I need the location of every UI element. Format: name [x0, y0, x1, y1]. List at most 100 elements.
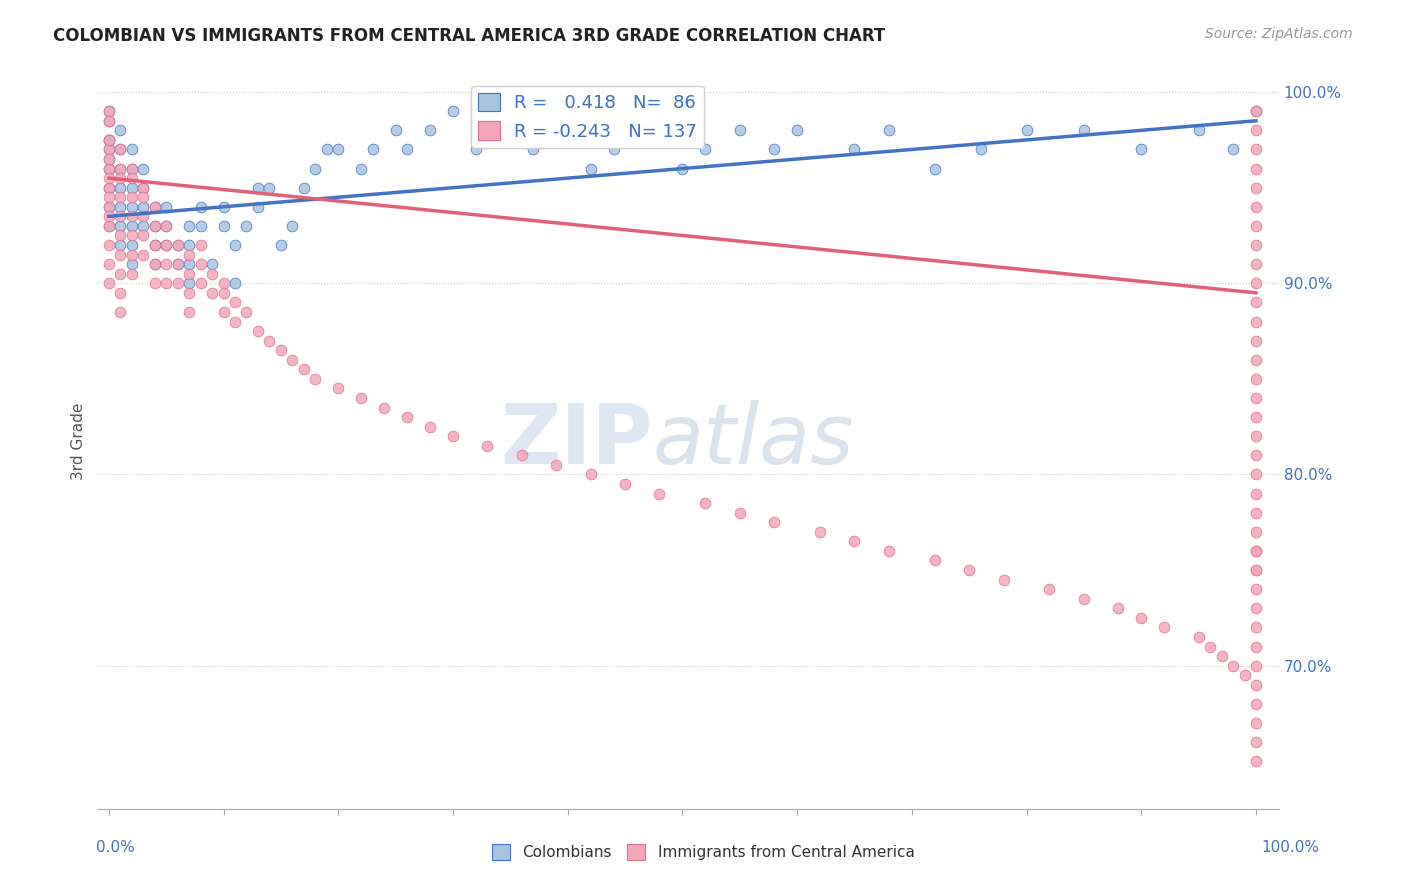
- Point: [97, 161, 120, 176]
- Point: [304, 372, 326, 386]
- Point: [201, 257, 224, 271]
- Point: [166, 238, 188, 252]
- Point: [97, 219, 120, 233]
- Point: [121, 247, 143, 261]
- Point: [143, 257, 166, 271]
- Point: [1244, 640, 1267, 654]
- Point: [110, 267, 132, 281]
- Point: [602, 143, 624, 157]
- Point: [190, 200, 212, 214]
- Point: [1244, 180, 1267, 194]
- Point: [110, 285, 132, 300]
- Point: [763, 515, 786, 529]
- Point: [155, 219, 177, 233]
- Point: [259, 180, 281, 194]
- Point: [1211, 648, 1233, 663]
- Point: [166, 257, 188, 271]
- Point: [143, 257, 166, 271]
- Point: [143, 219, 166, 233]
- Point: [143, 200, 166, 214]
- Point: [97, 238, 120, 252]
- Point: [373, 401, 395, 415]
- Y-axis label: 3rd Grade: 3rd Grade: [72, 402, 86, 480]
- Point: [166, 238, 188, 252]
- Point: [844, 534, 866, 549]
- Point: [1244, 486, 1267, 500]
- Point: [786, 123, 808, 137]
- Point: [1244, 620, 1267, 634]
- Point: [844, 143, 866, 157]
- Point: [132, 219, 155, 233]
- Point: [1244, 161, 1267, 176]
- Point: [1244, 544, 1267, 558]
- Point: [97, 200, 120, 214]
- Point: [97, 257, 120, 271]
- Text: 0.0%: 0.0%: [96, 840, 135, 855]
- Point: [1233, 668, 1256, 682]
- Point: [1244, 352, 1267, 367]
- Point: [328, 381, 350, 395]
- Point: [110, 143, 132, 157]
- Point: [212, 305, 235, 319]
- Point: [396, 410, 419, 425]
- Point: [328, 143, 350, 157]
- Point: [97, 113, 120, 128]
- Point: [121, 180, 143, 194]
- Point: [924, 553, 946, 567]
- Point: [224, 277, 246, 291]
- Point: [695, 143, 717, 157]
- Point: [1073, 591, 1095, 606]
- Point: [259, 334, 281, 348]
- Point: [270, 238, 292, 252]
- Point: [97, 152, 120, 166]
- Point: [132, 161, 155, 176]
- Point: [132, 210, 155, 224]
- Point: [97, 210, 120, 224]
- Point: [121, 219, 143, 233]
- Point: [419, 123, 441, 137]
- Point: [1244, 334, 1267, 348]
- Point: [97, 143, 120, 157]
- Point: [246, 324, 269, 338]
- Point: [246, 180, 269, 194]
- Point: [419, 419, 441, 434]
- Point: [1244, 716, 1267, 731]
- Point: [1153, 620, 1175, 634]
- Point: [1244, 754, 1267, 768]
- Point: [441, 429, 464, 443]
- Point: [212, 285, 235, 300]
- Point: [97, 180, 120, 194]
- Point: [396, 143, 419, 157]
- Point: [110, 123, 132, 137]
- Point: [155, 257, 177, 271]
- Point: [1244, 143, 1267, 157]
- Point: [132, 228, 155, 243]
- Point: [1244, 524, 1267, 539]
- Point: [121, 210, 143, 224]
- Point: [143, 277, 166, 291]
- Point: [132, 190, 155, 204]
- Point: [121, 238, 143, 252]
- Point: [155, 277, 177, 291]
- Point: [132, 200, 155, 214]
- Point: [957, 563, 980, 577]
- Point: [121, 171, 143, 186]
- Point: [1130, 143, 1153, 157]
- Point: [808, 524, 831, 539]
- Point: [315, 143, 337, 157]
- Point: [224, 314, 246, 328]
- Point: [155, 238, 177, 252]
- Point: [1244, 506, 1267, 520]
- Point: [110, 161, 132, 176]
- Point: [579, 467, 602, 482]
- Point: [246, 200, 269, 214]
- Point: [97, 190, 120, 204]
- Point: [179, 277, 201, 291]
- Point: [1073, 123, 1095, 137]
- Point: [132, 180, 155, 194]
- Point: [97, 180, 120, 194]
- Point: [579, 161, 602, 176]
- Point: [671, 161, 693, 176]
- Point: [166, 257, 188, 271]
- Point: [179, 305, 201, 319]
